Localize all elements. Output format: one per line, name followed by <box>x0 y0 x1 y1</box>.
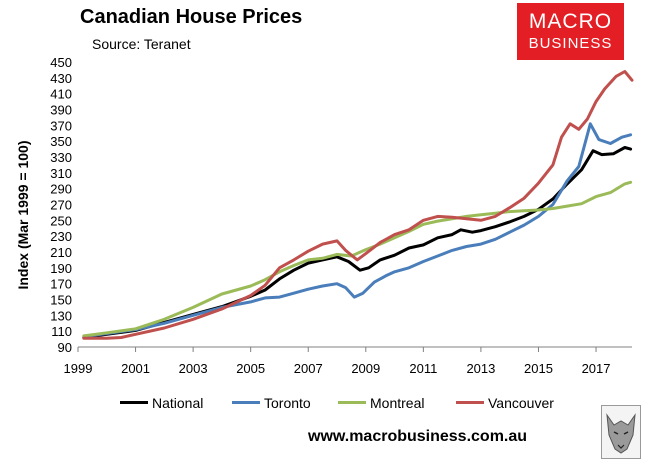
legend-label-montreal: Montreal <box>370 395 425 411</box>
y-tick-label: 130 <box>50 308 72 323</box>
x-tick-label: 2003 <box>179 361 208 376</box>
y-tick-label: 270 <box>50 198 72 213</box>
x-tick-label: 2005 <box>236 361 265 376</box>
legend-label-vancouver: Vancouver <box>488 395 554 411</box>
x-tick-label: 2013 <box>466 361 495 376</box>
legend-label-national: National <box>152 395 204 411</box>
y-tick-label: 450 <box>50 55 72 70</box>
legend-swatch-montreal <box>338 400 366 404</box>
y-tick-label: 110 <box>51 324 72 339</box>
series-line-vancouver <box>82 70 634 340</box>
legend-item-national: National <box>120 395 203 411</box>
legend-swatch-national <box>120 400 148 404</box>
y-axis-label: Index (Mar 1999 = 100) <box>15 140 31 289</box>
series-line-national <box>82 146 633 339</box>
legend-label-toronto: Toronto <box>264 395 311 411</box>
y-tick-label: 430 <box>50 71 72 86</box>
series-line-montreal <box>82 180 633 338</box>
y-axis-ticks: 9011013015017019021023025027029031033035… <box>50 55 72 355</box>
y-tick-label: 350 <box>50 134 72 149</box>
x-tick-label: 2001 <box>121 361 150 376</box>
x-tick-label: 2015 <box>524 361 553 376</box>
x-tick-label: 2017 <box>582 361 611 376</box>
y-tick-label: 190 <box>50 261 72 276</box>
y-tick-label: 370 <box>50 118 72 133</box>
chart-source: Source: Teranet <box>92 36 191 52</box>
logo-text-macro: MACRO <box>528 10 613 33</box>
x-tick-label: 2007 <box>294 361 323 376</box>
series-lines <box>82 70 634 340</box>
logo-text-business: BUSINESS <box>528 35 613 52</box>
y-tick-label: 170 <box>50 277 72 292</box>
series-line-toronto <box>82 122 633 339</box>
y-tick-label: 310 <box>50 166 72 181</box>
y-tick-label: 290 <box>50 182 72 197</box>
y-tick-label: 410 <box>50 87 72 102</box>
y-tick-label: 230 <box>50 229 72 244</box>
x-tick-label: 2009 <box>351 361 380 376</box>
y-tick-label: 90 <box>58 340 72 355</box>
legend-item-toronto: Toronto <box>232 395 311 411</box>
x-tick-label: 1999 <box>64 361 93 376</box>
y-tick-label: 390 <box>50 103 72 118</box>
website-url: www.macrobusiness.com.au <box>308 428 528 445</box>
legend-item-montreal: Montreal <box>338 395 424 411</box>
y-tick-label: 150 <box>50 293 72 308</box>
macrobusiness-logo: MACRO BUSINESS <box>517 3 624 60</box>
legend-swatch-vancouver <box>456 400 484 404</box>
legend-item-vancouver: Vancouver <box>456 395 554 411</box>
chart-title: Canadian House Prices <box>80 6 303 28</box>
y-tick-label: 210 <box>50 245 72 260</box>
y-tick-label: 250 <box>50 213 72 228</box>
y-tick-label: 330 <box>50 150 72 165</box>
x-tick-label: 2011 <box>409 361 437 376</box>
wolf-logo-icon <box>601 405 641 459</box>
legend-swatch-toronto <box>232 400 260 404</box>
x-axis-ticks: 1999 2001 2003 2005 2007 2009 2011 2013 2015 2017 <box>64 347 611 376</box>
